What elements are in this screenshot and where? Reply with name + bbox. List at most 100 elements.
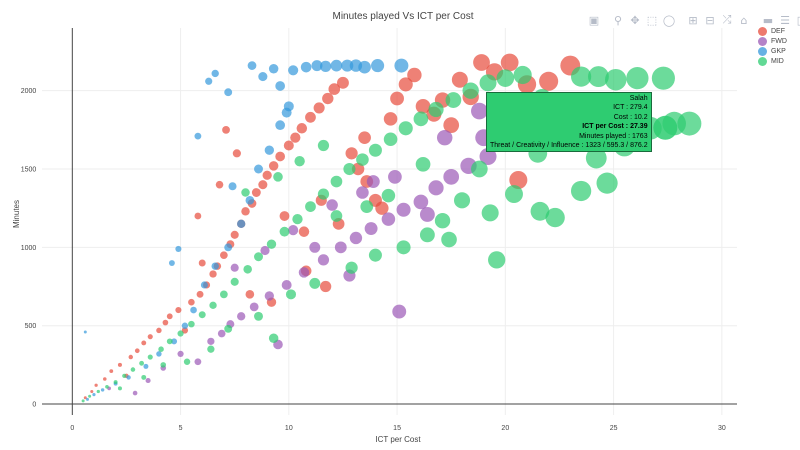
data-point-mid[interactable] (183, 358, 191, 365)
data-point-def[interactable] (451, 71, 468, 88)
data-point-mid[interactable] (177, 330, 184, 337)
data-point-mid[interactable] (158, 346, 164, 352)
data-point-gkp[interactable] (358, 60, 371, 74)
data-point-mid[interactable] (317, 188, 330, 200)
data-point-mid[interactable] (188, 320, 195, 328)
data-point-gkp[interactable] (100, 388, 105, 392)
legend-item-gkp[interactable]: GKP (758, 46, 787, 56)
data-point-mid[interactable] (166, 338, 173, 345)
data-point-mid[interactable] (141, 374, 147, 380)
data-point-def[interactable] (162, 319, 169, 326)
data-point-def[interactable] (215, 180, 224, 189)
data-point-def[interactable] (539, 71, 559, 91)
data-point-def[interactable] (220, 251, 228, 260)
data-point-def[interactable] (175, 306, 182, 314)
data-point-gkp[interactable] (281, 107, 292, 118)
data-point-fwd[interactable] (281, 279, 292, 290)
data-point-fwd[interactable] (194, 358, 202, 366)
data-point-mid[interactable] (96, 389, 100, 394)
data-point-def[interactable] (117, 362, 122, 367)
data-point-mid[interactable] (570, 180, 592, 202)
legend-item-mid[interactable]: MID (758, 56, 787, 66)
data-point-def[interactable] (258, 180, 268, 190)
data-point-def[interactable] (241, 207, 250, 216)
data-point-def[interactable] (232, 149, 241, 158)
data-point-def[interactable] (509, 170, 528, 190)
data-point-mid[interactable] (434, 213, 451, 229)
data-point-mid[interactable] (309, 277, 321, 289)
data-point-def[interactable] (279, 211, 290, 221)
zoom-in-icon[interactable]: ⊞ (688, 13, 698, 27)
data-point-gkp[interactable] (171, 338, 178, 345)
data-point-def[interactable] (407, 67, 422, 83)
data-point-gkp[interactable] (264, 145, 274, 155)
data-point-def[interactable] (181, 327, 189, 334)
data-point-fwd[interactable] (317, 254, 330, 266)
data-point-fwd[interactable] (396, 202, 411, 217)
data-point-gkp[interactable] (254, 164, 263, 174)
data-point-gkp[interactable] (156, 351, 162, 357)
data-point-mid[interactable] (139, 360, 145, 366)
spike-lines-icon[interactable]: ▬ (762, 13, 774, 27)
data-point-mid[interactable] (224, 324, 233, 333)
data-point-mid[interactable] (413, 111, 429, 127)
autoscale-icon[interactable]: ⤮ (722, 13, 732, 26)
data-point-mid[interactable] (398, 121, 413, 136)
data-point-gkp[interactable] (275, 81, 286, 91)
data-point-def[interactable] (328, 83, 341, 95)
data-point-mid[interactable] (305, 201, 316, 212)
data-point-gkp[interactable] (268, 64, 279, 74)
data-point-mid[interactable] (345, 261, 358, 274)
data-point-mid[interactable] (130, 367, 136, 372)
data-point-gkp[interactable] (275, 120, 286, 130)
data-point-gkp[interactable] (245, 196, 255, 205)
data-point-def[interactable] (188, 298, 195, 306)
data-point-def[interactable] (245, 290, 255, 299)
data-point-mid[interactable] (285, 289, 297, 300)
data-point-mid[interactable] (122, 373, 127, 378)
data-point-mid[interactable] (254, 252, 263, 262)
data-point-mid[interactable] (243, 265, 252, 274)
data-point-def[interactable] (103, 377, 107, 381)
data-point-mid[interactable] (343, 162, 356, 176)
data-point-fwd[interactable] (309, 241, 321, 253)
data-point-mid[interactable] (273, 172, 283, 182)
data-point-gkp[interactable] (190, 306, 197, 314)
data-point-def[interactable] (319, 280, 332, 293)
data-point-def[interactable] (290, 132, 301, 143)
data-point-mid[interactable] (279, 226, 290, 237)
data-point-mid[interactable] (415, 156, 431, 172)
data-point-gkp[interactable] (371, 59, 385, 73)
data-point-mid[interactable] (545, 207, 565, 228)
data-point-mid[interactable] (605, 68, 627, 91)
data-point-fwd[interactable] (230, 263, 239, 272)
data-point-gkp[interactable] (311, 60, 323, 72)
data-point-def[interactable] (141, 340, 147, 346)
data-point-mid[interactable] (585, 147, 607, 169)
pan-icon[interactable]: ✥ (630, 13, 640, 27)
box-select-icon[interactable]: ⬚ (646, 13, 658, 27)
data-point-gkp[interactable] (288, 65, 299, 76)
data-point-mid[interactable] (292, 213, 303, 225)
data-point-fwd[interactable] (471, 102, 488, 120)
data-point-mid[interactable] (381, 188, 396, 203)
data-point-def[interactable] (296, 123, 308, 134)
data-point-def[interactable] (298, 226, 310, 237)
data-point-mid[interactable] (462, 82, 479, 99)
data-point-def[interactable] (351, 162, 365, 176)
closest-hover-icon[interactable]: ◫ (794, 12, 800, 28)
data-point-gkp[interactable] (200, 281, 208, 289)
data-point-gkp[interactable] (224, 88, 233, 97)
data-point-fwd[interactable] (364, 222, 378, 235)
legend-item-def[interactable]: DEF (758, 26, 787, 36)
data-point-fwd[interactable] (207, 337, 215, 345)
reset-axes-icon[interactable]: ⌂ (740, 13, 748, 27)
data-point-fwd[interactable] (388, 169, 402, 184)
data-point-def[interactable] (275, 151, 286, 162)
data-point-def[interactable] (222, 125, 230, 134)
data-point-def[interactable] (128, 354, 133, 360)
data-point-mid[interactable] (383, 132, 398, 147)
data-point-fwd[interactable] (356, 186, 369, 199)
data-point-def[interactable] (322, 92, 334, 105)
data-point-fwd[interactable] (288, 225, 299, 236)
